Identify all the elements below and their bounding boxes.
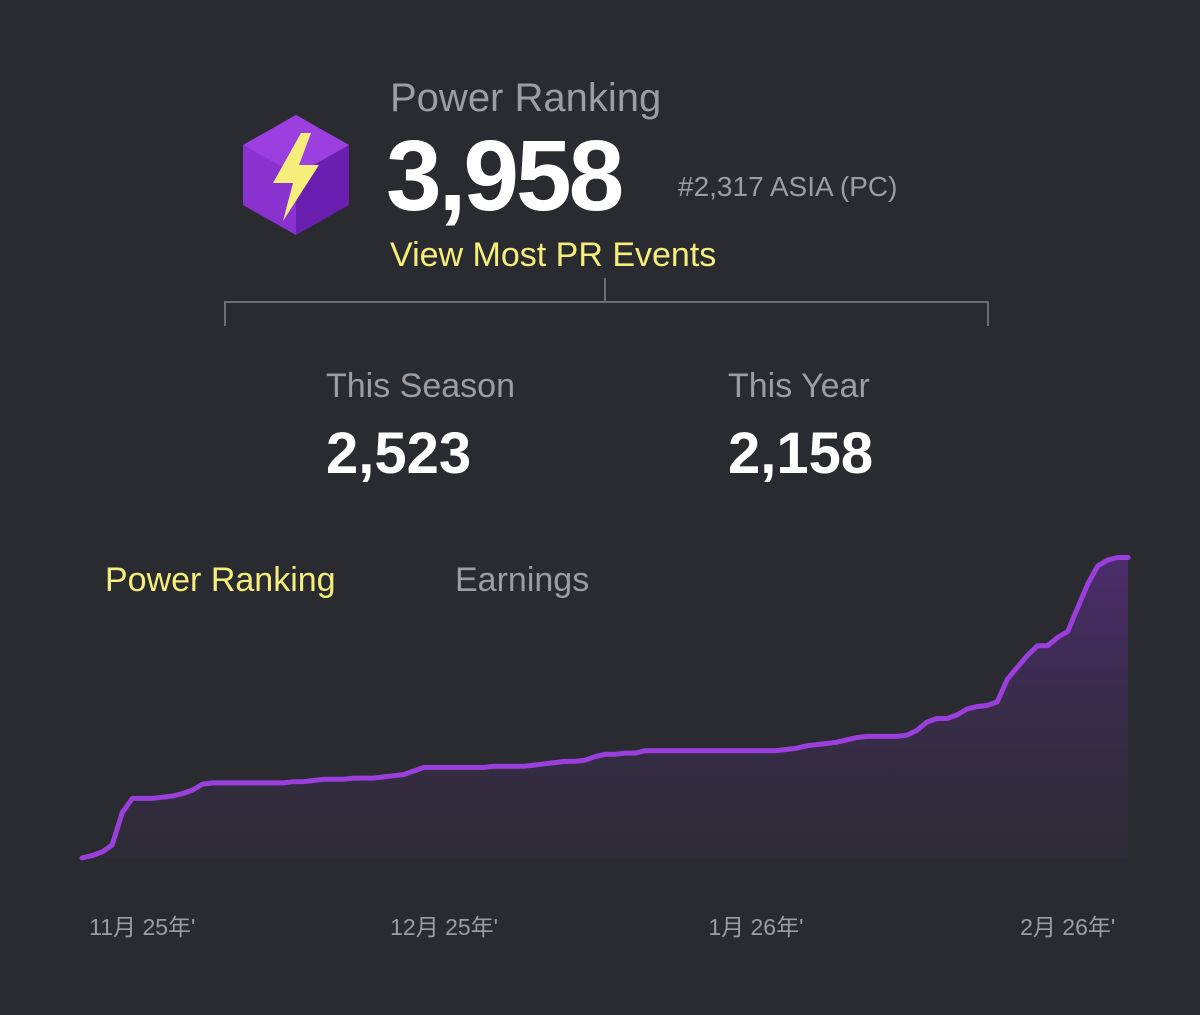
chart-area-fill [82, 557, 1128, 858]
region-rank: #2,317 ASIA (PC) [678, 171, 898, 202]
page-title: Power Ranking [390, 76, 662, 120]
this-season-label: This Season [326, 367, 515, 405]
bracket-divider [224, 278, 989, 326]
view-most-pr-events-link[interactable]: View Most PR Events [390, 236, 717, 274]
this-year-value: 2,158 [728, 421, 874, 486]
x-tick-label: 12月 25年' [390, 914, 498, 940]
x-axis-ticks: 11月 25年' 12月 25年' 1月 26年' 2月 26年' [89, 914, 1115, 940]
power-ranking-value: 3,958 [386, 120, 624, 232]
x-tick-label: 1月 26年' [708, 914, 803, 940]
x-tick-label: 11月 25年' [89, 914, 195, 940]
this-season-value: 2,523 [326, 421, 472, 486]
x-tick-label: 2月 26年' [1020, 914, 1115, 940]
tab-earnings[interactable]: Earnings [455, 561, 590, 599]
lightning-bolt-icon [243, 115, 349, 235]
this-year-label: This Year [728, 367, 870, 405]
chart-series-line [79, 555, 1131, 861]
tab-power-ranking[interactable]: Power Ranking [105, 561, 336, 599]
